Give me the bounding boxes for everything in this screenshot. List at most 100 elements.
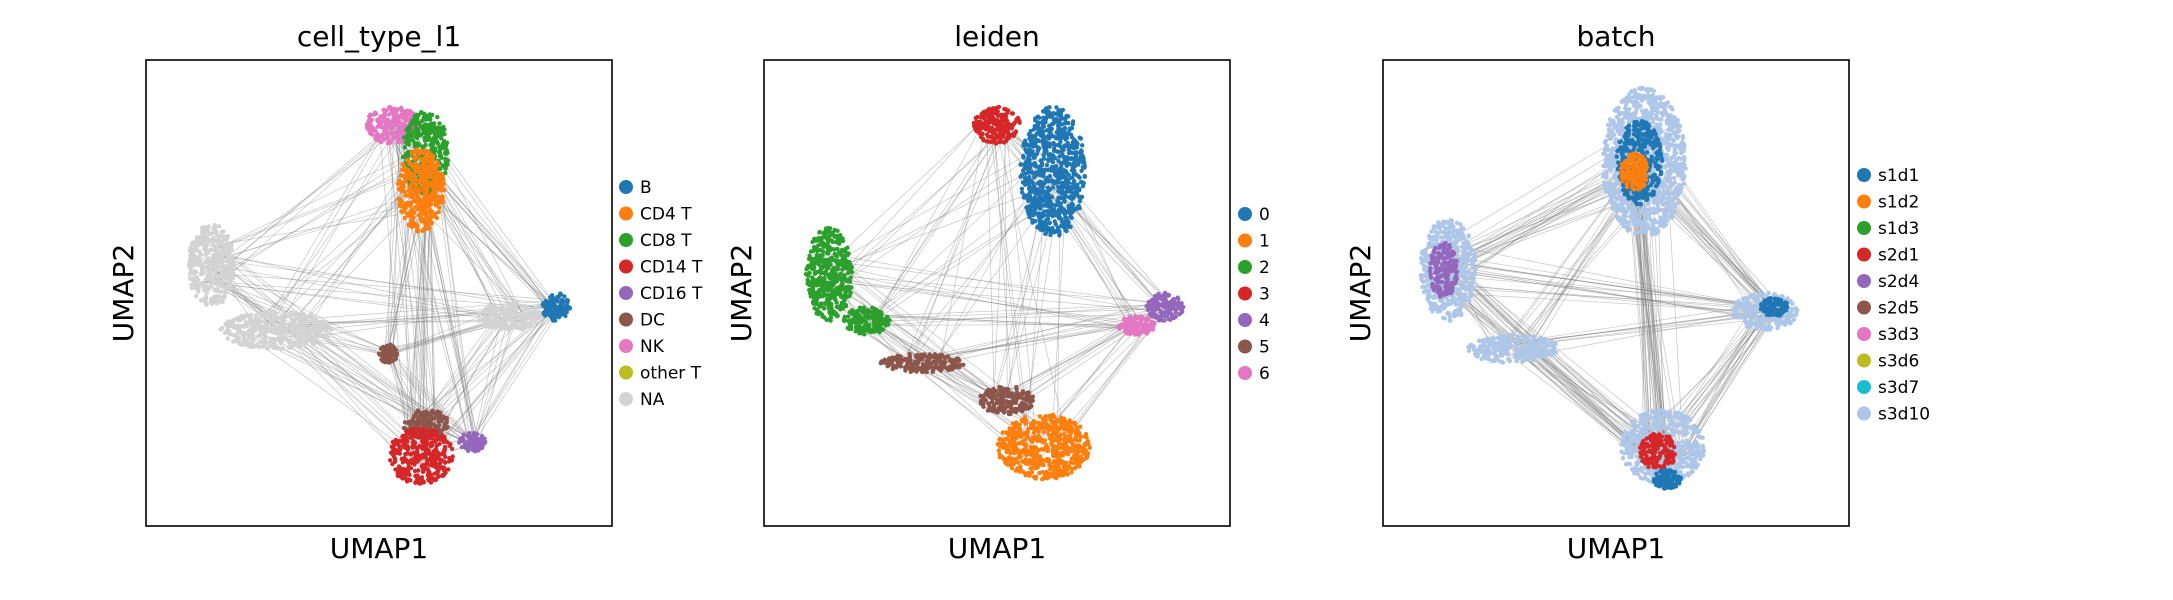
data-point: [261, 333, 266, 338]
data-point: [417, 456, 422, 461]
data-point: [1042, 203, 1047, 208]
data-point: [516, 316, 521, 321]
graph-edge: [999, 321, 1146, 397]
data-point: [874, 322, 879, 327]
data-point: [1124, 323, 1130, 328]
data-point: [515, 313, 520, 318]
data-point: [536, 311, 541, 316]
data-point: [419, 219, 424, 224]
data-point: [845, 259, 850, 265]
data-point: [1155, 306, 1160, 311]
data-point: [1078, 179, 1084, 185]
data-point: [395, 439, 400, 444]
graph-edge: [862, 315, 1141, 330]
data-point: [1042, 193, 1048, 199]
data-point: [437, 144, 442, 150]
data-point: [992, 130, 998, 136]
data-point: [240, 323, 246, 329]
graph-edge: [869, 315, 1141, 328]
graph-edge: [901, 127, 1004, 367]
data-point: [447, 456, 452, 461]
data-point: [268, 310, 273, 315]
data-point: [195, 279, 200, 284]
data-point: [1136, 322, 1142, 327]
data-point: [230, 259, 235, 264]
data-point: [1053, 170, 1058, 175]
data-point: [549, 315, 555, 320]
data-point: [422, 135, 427, 141]
data-point: [414, 427, 419, 432]
data-point: [433, 414, 438, 419]
data-point: [191, 257, 197, 263]
data-point: [1178, 310, 1184, 316]
data-point: [820, 270, 826, 276]
data-point: [207, 237, 213, 242]
data-point: [224, 238, 229, 243]
data-point: [1070, 119, 1076, 124]
data-point: [1037, 217, 1042, 222]
data-point: [205, 228, 211, 233]
data-point: [1150, 326, 1156, 331]
data-point: [410, 150, 416, 155]
data-point: [1069, 125, 1075, 131]
data-point: [823, 262, 828, 267]
data-point: [815, 283, 820, 288]
data-point: [437, 422, 442, 428]
graph-edge: [470, 311, 550, 442]
data-point: [257, 310, 263, 315]
data-point: [416, 480, 422, 485]
graph-edge: [909, 327, 1130, 360]
graph-edge: [839, 282, 1007, 407]
data-point: [1039, 133, 1044, 139]
graph-edge: [393, 116, 423, 429]
data-point: [413, 147, 419, 152]
data-point: [417, 444, 422, 449]
data-point: [1037, 223, 1043, 228]
data-point: [462, 439, 467, 444]
graph-edge: [866, 308, 1168, 319]
data-point: [464, 442, 469, 448]
data-point: [312, 327, 317, 332]
data-point: [231, 322, 236, 327]
data-point: [246, 313, 252, 319]
data-point: [406, 213, 411, 218]
data-point: [378, 114, 383, 119]
data-point: [380, 132, 386, 137]
data-point: [410, 164, 416, 170]
data-point: [1170, 305, 1176, 311]
data-point: [417, 133, 423, 138]
data-point: [250, 329, 256, 334]
data-point: [406, 149, 411, 154]
data-point: [1058, 139, 1063, 145]
data-point: [1146, 317, 1151, 322]
data-point: [501, 325, 507, 331]
data-point: [459, 445, 465, 450]
graph-edge: [875, 117, 987, 321]
data-point: [862, 332, 867, 337]
data-point: [1017, 118, 1022, 124]
legend-label: NA: [640, 390, 665, 410]
graph-edge: [386, 356, 471, 439]
data-point: [221, 272, 226, 277]
graph-edge: [388, 131, 418, 466]
graph-edge: [209, 210, 420, 247]
graph-edge: [820, 144, 1045, 271]
graph-edge: [831, 274, 996, 399]
data-point: [291, 319, 297, 324]
data-point: [836, 304, 841, 310]
graph-edge: [200, 268, 423, 427]
data-point: [410, 207, 415, 212]
data-point: [418, 427, 423, 432]
data-point: [1061, 127, 1066, 132]
data-point: [827, 311, 832, 316]
data-point: [397, 125, 402, 130]
data-point: [210, 255, 216, 260]
data-point: [435, 163, 440, 168]
data-point: [504, 322, 509, 327]
data-point: [818, 275, 823, 280]
data-point: [434, 185, 440, 191]
data-point: [282, 335, 287, 340]
data-point: [991, 121, 996, 126]
data-point: [426, 131, 431, 137]
data-point: [414, 178, 419, 183]
